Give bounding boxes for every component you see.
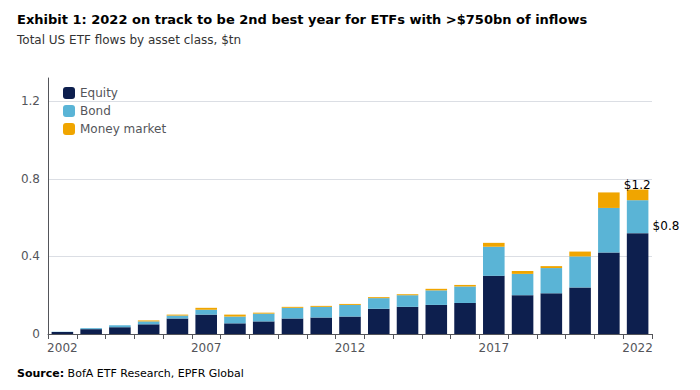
svg-text:2022: 2022 — [622, 341, 653, 355]
svg-text:Equity: Equity — [80, 86, 118, 100]
svg-text:Source:: Source: — [17, 367, 64, 380]
svg-text:2002: 2002 — [47, 341, 78, 355]
svg-text:BofA ETF Research, EPFR Global: BofA ETF Research, EPFR Global — [64, 367, 244, 380]
svg-text:2007: 2007 — [191, 341, 222, 355]
svg-text:$0.8: $0.8 — [653, 219, 680, 233]
svg-text:0: 0 — [32, 327, 40, 341]
svg-text:0.4: 0.4 — [21, 249, 40, 263]
svg-text:Exhibit 1: 2022 on track to be: Exhibit 1: 2022 on track to be 2nd best … — [17, 12, 587, 27]
svg-text:Bond: Bond — [80, 104, 111, 118]
svg-text:2017: 2017 — [479, 341, 510, 355]
svg-text:0.8: 0.8 — [21, 172, 40, 186]
svg-text:Money market: Money market — [80, 122, 166, 136]
svg-text:Total US ETF flows by asset cl: Total US ETF flows by asset class, $tn — [16, 33, 241, 47]
svg-text:2012: 2012 — [335, 341, 366, 355]
svg-text:1.2: 1.2 — [21, 94, 40, 108]
svg-text:$1.2: $1.2 — [624, 178, 651, 192]
